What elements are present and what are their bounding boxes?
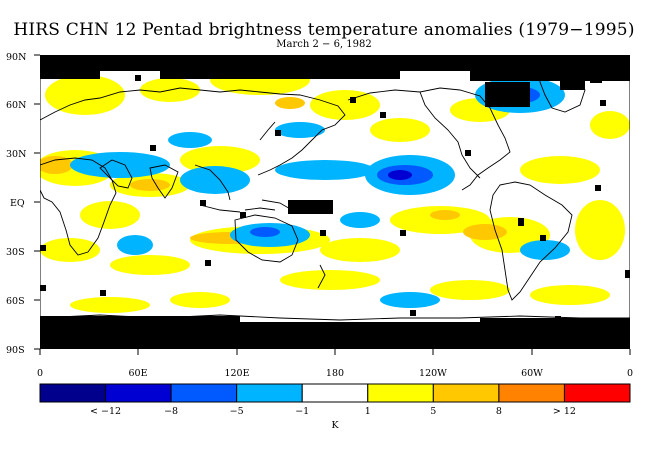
- y-tick-label: 60S: [6, 296, 25, 307]
- colorbar-unit: K: [331, 420, 339, 431]
- x-tick-label: 0: [37, 368, 43, 379]
- colorbar-swatch: [498, 383, 565, 403]
- coastlines: [40, 69, 630, 321]
- x-tick-label: 180: [326, 368, 344, 379]
- colorbar-swatch: [39, 383, 107, 403]
- colorbar-tick-label: 8: [496, 406, 502, 417]
- colorbar-tick-label: 5: [430, 406, 436, 417]
- anomaly-field: [40, 65, 630, 313]
- colorbar-tick-label: 1: [365, 406, 371, 417]
- colorbar: [39, 383, 631, 403]
- colorbar-tick-label: −8: [164, 406, 178, 417]
- x-axis: 0 60E 120E 180 120W 60W 0: [37, 349, 633, 379]
- y-axis: 90N 60N 30N EQ 30S 60S 90S: [6, 52, 40, 356]
- colorbar-labels: < −12 −8 −5 −1 1 5 8 > 12: [90, 406, 576, 417]
- colorbar-tick-label: > 12: [553, 406, 576, 417]
- y-tick-label: EQ: [10, 198, 25, 209]
- y-tick-label: 30S: [6, 247, 25, 258]
- y-tick-label: 60N: [6, 100, 26, 111]
- x-tick-label: 120E: [224, 368, 249, 379]
- x-tick-label: 60E: [128, 368, 147, 379]
- colorbar-swatch: [563, 383, 631, 403]
- colorbar-swatch: [432, 383, 500, 403]
- chart-title: HIRS CHN 12 Pentad brightness temperatur…: [13, 20, 635, 40]
- x-tick-label: 60W: [521, 368, 543, 379]
- y-tick-label: 90S: [6, 345, 25, 356]
- y-tick-label: 90N: [6, 52, 26, 63]
- map-area: [40, 55, 630, 349]
- colorbar-swatch: [367, 383, 434, 403]
- colorbar-swatch: [105, 383, 172, 403]
- x-tick-label: 0: [627, 368, 633, 379]
- y-tick-label: 30N: [6, 149, 26, 160]
- colorbar-tick-label: −1: [295, 406, 309, 417]
- missing-data-regions: [40, 55, 630, 349]
- colorbar-swatch: [170, 383, 238, 403]
- very-strong-cool-anomaly: [388, 170, 412, 180]
- colorbar-swatch: [236, 383, 303, 403]
- colorbar-tick-label: −5: [230, 406, 244, 417]
- x-tick-label: 120W: [419, 368, 447, 379]
- colorbar-tick-label: < −12: [90, 406, 121, 417]
- colorbar-swatch: [301, 383, 369, 403]
- chart-subtitle: March 2 − 6, 1982: [276, 39, 372, 50]
